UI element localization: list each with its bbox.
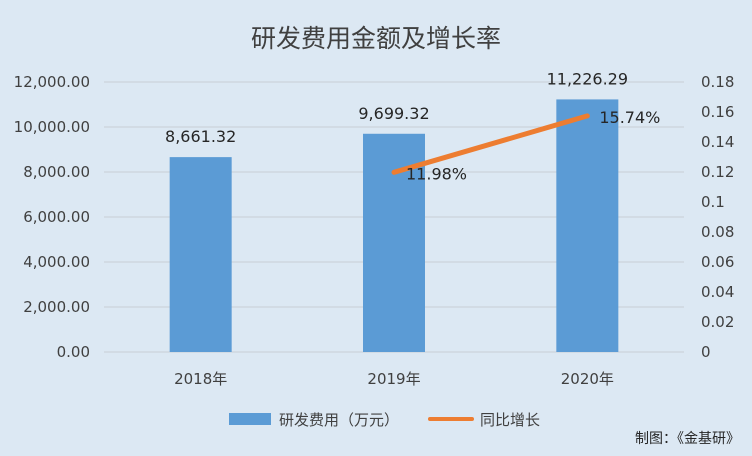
bar-series: [169, 99, 619, 352]
category-label: 2019年: [367, 370, 420, 388]
legend-bar-swatch: [229, 413, 271, 425]
category-label: 2020年: [561, 370, 614, 388]
bar: [556, 99, 619, 352]
bar-data-labels: 8,661.32 9,699.32 11,226.29: [165, 69, 628, 146]
right-tick-label: 0.18: [701, 73, 734, 91]
credit-text: 制图：《金基研》: [635, 430, 740, 447]
category-labels: 2018年 2019年 2020年: [174, 370, 614, 388]
left-tick-label: 10,000.00: [14, 118, 90, 136]
left-tick-label: 12,000.00: [14, 73, 90, 91]
chart-title: 研发费用金额及增长率: [251, 24, 501, 53]
line-series: [391, 113, 590, 175]
right-tick-label: 0: [701, 343, 711, 361]
left-tick-label: 2,000.00: [23, 298, 90, 316]
left-tick-label: 0.00: [57, 343, 90, 361]
left-axis-ticks: 0.00 2,000.00 4,000.00 6,000.00 8,000.00 10,0…: [14, 73, 90, 361]
category-label: 2018年: [174, 370, 227, 388]
right-tick-label: 0.12: [701, 163, 734, 181]
right-tick-label: 0.08: [701, 223, 734, 241]
legend-line-label: 同比增长: [480, 411, 540, 429]
bar-value-label: 8,661.32: [165, 127, 236, 146]
legend: 研发费用（万元） 同比增长: [229, 411, 540, 429]
left-tick-label: 6,000.00: [23, 208, 90, 226]
right-tick-label: 0.02: [701, 313, 734, 331]
left-tick-label: 4,000.00: [23, 253, 90, 271]
line-value-label: 11.98%: [406, 164, 467, 183]
right-axis-ticks: 0 0.02 0.04 0.06 0.08 0.1 0.12 0.14 0.16 0.18: [701, 73, 734, 361]
right-tick-label: 0.06: [701, 253, 734, 271]
line-value-label: 15.74%: [599, 108, 660, 127]
series-line: [391, 113, 590, 175]
right-tick-label: 0.04: [701, 283, 734, 301]
right-tick-label: 0.14: [701, 133, 734, 151]
left-tick-label: 8,000.00: [23, 163, 90, 181]
right-tick-label: 0.16: [701, 103, 734, 121]
bar-value-label: 9,699.32: [358, 104, 429, 123]
bar-value-label: 11,226.29: [547, 69, 628, 88]
right-tick-label: 0.1: [701, 193, 725, 211]
bar: [169, 157, 232, 352]
line-data-labels: 11.98% 15.74%: [406, 108, 660, 183]
legend-bar-label: 研发费用（万元）: [279, 411, 399, 429]
